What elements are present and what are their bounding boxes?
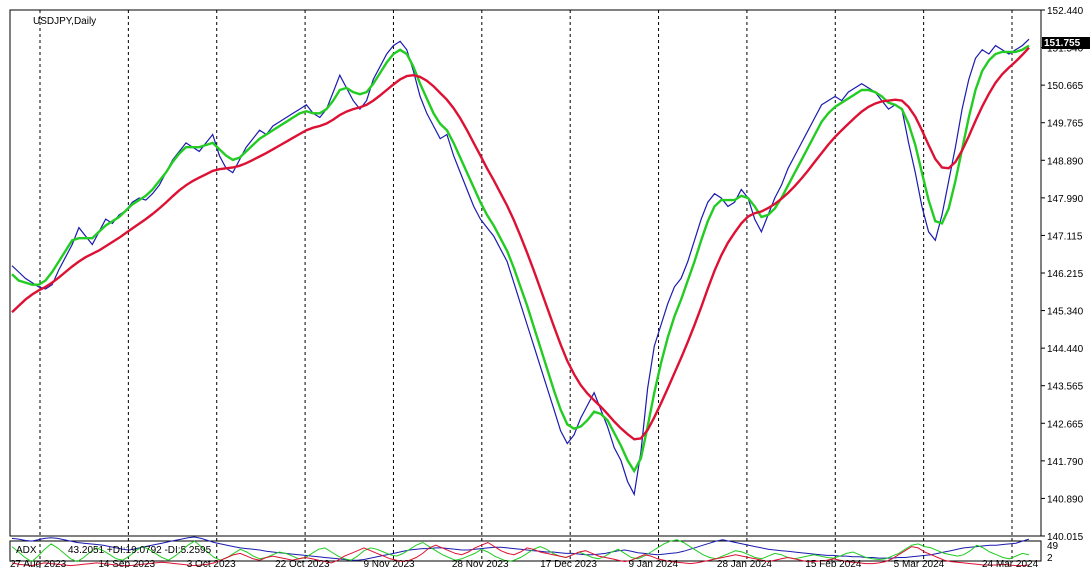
adx-label: ADX: [16, 545, 37, 556]
current-price-marker: [1042, 37, 1090, 49]
price-tick-label: 147.990: [1047, 194, 1084, 205]
grid-layer: [39, 10, 1013, 561]
date-tick-label: 5 Mar 2024: [894, 559, 945, 568]
price-lines: [11, 38, 1030, 497]
date-tick-label: 9 Nov 2023: [363, 559, 415, 568]
main-panel-frame: [9, 9, 1042, 537]
date-tick-label: 28 Nov 2023: [452, 559, 509, 568]
price-tick-label: 143.565: [1047, 382, 1084, 393]
series-fast_ma: [11, 44, 1030, 474]
date-tick-label: 22 Oct 2023: [275, 559, 330, 568]
price-tick-label: 150.665: [1047, 81, 1084, 92]
date-tick-label: 9 Jan 2024: [629, 559, 679, 568]
adx-tick-label: 49: [1047, 541, 1059, 552]
adx-lines: [11, 536, 1030, 567]
price-tick-label: 140.890: [1047, 494, 1084, 505]
series-plus_di: [11, 539, 1030, 563]
price-tick-label: 147.115: [1047, 231, 1083, 242]
series-price: [11, 38, 1030, 497]
date-tick-label: 14 Sep 2023: [98, 559, 155, 568]
series-adx: [11, 536, 1030, 561]
price-tick-label: 146.215: [1047, 269, 1084, 280]
current-price-label: 151.755: [1044, 38, 1081, 49]
chart-title: USDJPY,Daily: [33, 16, 96, 27]
price-tick-label: 152.440: [1047, 6, 1084, 17]
price-axis: 152.440 151.540 150.665 149.765 148.890 147.9…: [1041, 6, 1084, 543]
price-tick-label: 140.015: [1047, 532, 1084, 543]
date-tick-label: 27 Aug 2023: [10, 559, 67, 568]
series-minus_di: [11, 541, 1030, 567]
date-tick-label: 17 Dec 2023: [540, 559, 597, 568]
date-tick-label: 28 Jan 2024: [717, 559, 772, 568]
price-tick-label: 145.340: [1047, 307, 1084, 318]
adx-readout: 43.2051 +DI:19.0792 -DI:5.2595: [68, 545, 212, 556]
date-tick-label: 24 Mar 2024: [982, 559, 1039, 568]
price-tick-label: 141.790: [1047, 457, 1084, 468]
price-tick-label: 151.540: [1047, 44, 1084, 55]
price-tick-label: 142.665: [1047, 419, 1084, 430]
adx-axis: 492: [1047, 541, 1059, 564]
adx-tick-label: 2: [1047, 553, 1053, 564]
date-tick-label: 15 Feb 2024: [805, 559, 862, 568]
price-tick-label: 144.440: [1047, 344, 1084, 355]
price-tick-label: 149.765: [1047, 119, 1084, 130]
date-axis: 27 Aug 2023 14 Sep 2023 3 Oct 2023 22 Oct 2…: [10, 559, 1039, 570]
price-tick-label: 148.890: [1047, 156, 1084, 167]
series-slow_ma: [11, 46, 1030, 441]
date-tick-label: 3 Oct 2023: [187, 559, 236, 568]
